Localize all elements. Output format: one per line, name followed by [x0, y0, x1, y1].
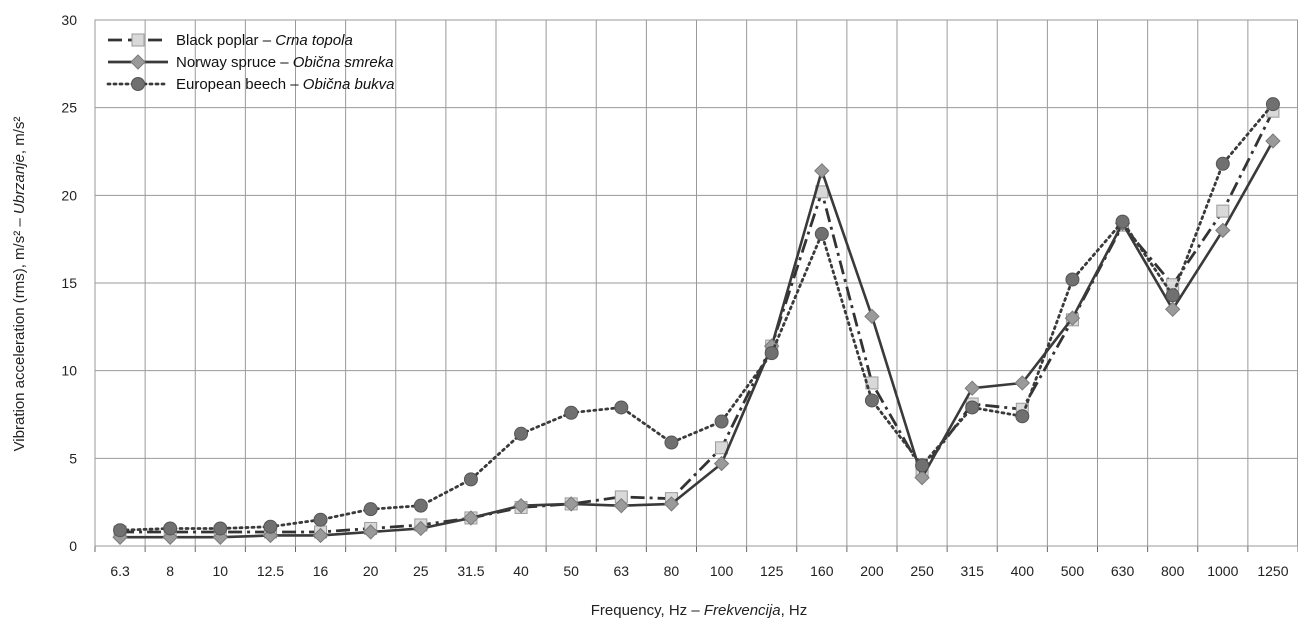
data-point-european-beech	[463, 472, 478, 487]
legend: Black poplar – Crna topola Norway spruce …	[106, 32, 395, 93]
x-tick-label: 200	[860, 563, 884, 579]
x-tick-label: 12.5	[257, 563, 284, 579]
legend-item-black-poplar: Black poplar – Crna topola	[108, 32, 353, 49]
x-tick-label: 125	[760, 563, 784, 579]
data-point-norway-spruce	[362, 524, 379, 540]
data-point-european-beech	[714, 414, 729, 429]
x-tick-label: 800	[1161, 563, 1185, 579]
x-tick-label: 400	[1011, 563, 1035, 579]
data-point-european-beech	[564, 405, 579, 420]
data-point-european-beech	[514, 426, 529, 441]
grid	[94, 19, 1298, 552]
y-tick-labels: 0 5 10 15 20 25 30	[61, 12, 77, 554]
data-point-norway-spruce	[613, 497, 630, 514]
legend-item-norway-spruce: Norway spruce – Obična smreka	[108, 54, 394, 71]
data-point-european-beech	[1065, 272, 1080, 287]
x-axis-title: Frequency, Hz – Frekvencija, Hz	[591, 602, 808, 619]
x-tick-label: 8	[166, 563, 174, 579]
x-tick-label: 160	[810, 563, 834, 579]
x-tick-label: 1000	[1207, 563, 1238, 579]
data-point-european-beech	[1265, 97, 1280, 112]
data-point-european-beech	[614, 400, 629, 415]
series-line-european-beech	[118, 102, 1275, 532]
data-point-european-beech	[313, 512, 328, 527]
y-tick-label: 20	[61, 187, 77, 203]
x-tick-label: 10	[213, 563, 229, 579]
x-tick-label: 63	[614, 563, 630, 579]
data-point-european-beech	[413, 498, 428, 513]
data-point-norway-spruce	[312, 527, 329, 544]
data-point-norway-spruce	[513, 497, 529, 514]
data-point-european-beech	[1215, 156, 1230, 171]
data-point-norway-spruce	[1215, 222, 1231, 239]
legend-marker	[130, 54, 146, 70]
data-point-norway-spruce	[814, 163, 830, 179]
data-point-norway-spruce	[1014, 375, 1031, 391]
x-tick-label: 315	[961, 563, 985, 579]
legend-item-european-beech: European beech – Obična bukva	[106, 76, 395, 93]
data-point-norway-spruce	[1064, 310, 1081, 326]
series-layer	[112, 97, 1281, 545]
data-point-european-beech	[764, 346, 779, 361]
x-tick-labels: 6.3 8 10 12.5 16 20 25 31.5 40 50 63 80 100 125 160 200…	[110, 563, 1288, 579]
data-point-european-beech	[263, 519, 278, 534]
data-point-norway-spruce	[914, 469, 930, 486]
x-tick-label: 250	[910, 563, 934, 579]
x-tick-label: 50	[563, 563, 579, 579]
data-point-european-beech	[965, 400, 980, 415]
data-point-norway-spruce	[463, 510, 479, 526]
data-point-norway-spruce	[713, 455, 730, 472]
data-point-european-beech	[1115, 214, 1130, 229]
y-tick-label: 5	[69, 450, 77, 466]
y-tick-label: 25	[61, 100, 77, 116]
y-tick-label: 30	[61, 12, 77, 28]
series-line-norway-spruce	[120, 140, 1275, 539]
data-point-norway-spruce	[1265, 133, 1281, 149]
x-tick-label: 25	[413, 563, 429, 579]
legend-label: European beech – Obična bukva	[176, 76, 395, 93]
x-tick-label: 630	[1111, 563, 1135, 579]
legend-marker	[131, 77, 145, 91]
legend-marker	[131, 33, 145, 47]
y-tick-label: 0	[69, 538, 77, 554]
x-tick-label: 31.5	[457, 563, 484, 579]
data-point-european-beech	[1165, 288, 1180, 303]
y-tick-label: 10	[61, 363, 77, 379]
series-european-beech	[113, 97, 1280, 538]
data-point-norway-spruce	[864, 308, 880, 325]
x-tick-label: 100	[710, 563, 734, 579]
x-tick-label: 20	[363, 563, 379, 579]
data-point-black-poplar	[1216, 204, 1230, 218]
data-point-norway-spruce	[563, 496, 579, 512]
x-tick-label: 6.3	[110, 563, 130, 579]
data-point-european-beech	[113, 523, 128, 538]
legend-label: Norway spruce – Obična smreka	[176, 54, 394, 71]
data-point-european-beech	[814, 226, 829, 241]
data-point-norway-spruce	[413, 520, 429, 537]
data-point-european-beech	[1015, 409, 1030, 424]
x-tick-label: 80	[664, 563, 680, 579]
data-point-european-beech	[864, 393, 879, 408]
data-point-norway-spruce	[663, 496, 680, 512]
data-point-european-beech	[213, 521, 228, 536]
x-tick-label: 40	[513, 563, 529, 579]
data-point-norway-spruce	[1164, 301, 1181, 318]
series-line-black-poplar	[120, 110, 1275, 534]
data-point-european-beech	[163, 521, 178, 536]
y-axis-title: Vibration acceleration (rms), m/s² – Ubr…	[11, 117, 28, 452]
x-tick-label: 1250	[1257, 563, 1288, 579]
x-tick-label: 16	[313, 563, 329, 579]
legend-label: Black poplar – Crna topola	[176, 32, 353, 49]
y-tick-label: 15	[61, 275, 77, 291]
data-point-european-beech	[664, 435, 679, 450]
x-tick-label: 500	[1061, 563, 1085, 579]
data-point-european-beech	[915, 458, 930, 473]
data-point-norway-spruce	[964, 380, 980, 396]
data-point-european-beech	[363, 502, 378, 517]
